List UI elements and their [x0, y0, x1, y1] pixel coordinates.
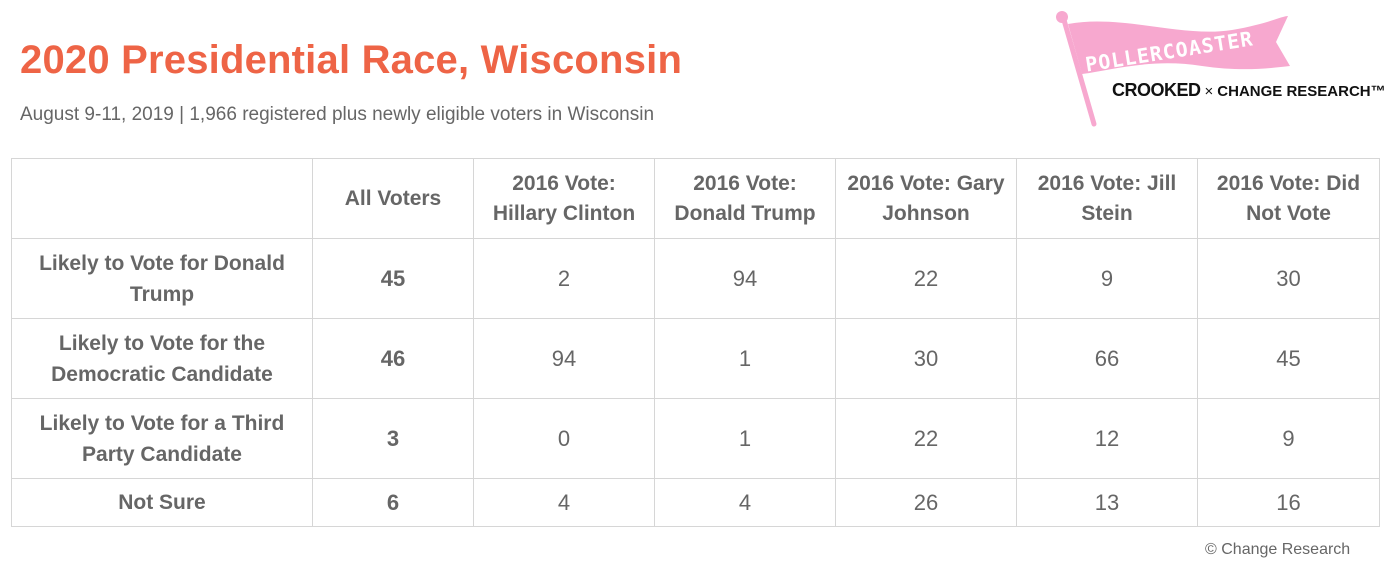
brand-x: ×	[1204, 83, 1214, 100]
row-label: Likely to Vote for a Third Party Candida…	[11, 398, 313, 479]
page-title: 2020 Presidential Race, Wisconsin	[20, 38, 683, 82]
column-header-did-not-vote: 2016 Vote: Did Not Vote	[1197, 158, 1380, 239]
table-row: Likely to Vote for the Democratic Candid…	[11, 318, 1380, 399]
table-cell: 30	[1197, 238, 1380, 319]
flag-pole-top	[1056, 11, 1068, 23]
table-cell: 1	[654, 318, 836, 399]
table-cell: 2	[473, 238, 655, 319]
table-cell: 22	[835, 238, 1017, 319]
brand-change-research: CHANGE RESEARCH™	[1217, 83, 1386, 100]
column-header-donald-trump: 2016 Vote: Donald Trump	[654, 158, 836, 239]
copyright-notice: © Change Research	[1205, 541, 1351, 558]
row-label: Not Sure	[11, 478, 313, 527]
page-subtitle: August 9-11, 2019 | 1,966 registered plu…	[20, 104, 655, 125]
table-cell: 6	[312, 478, 474, 527]
column-header-all-voters: All Voters	[312, 158, 474, 239]
row-label: Likely to Vote for the Democratic Candid…	[11, 318, 313, 399]
table-cell: 30	[835, 318, 1017, 399]
table-cell: 46	[312, 318, 474, 399]
table-cell: 94	[654, 238, 836, 319]
pollercoaster-logo: POLLERCOASTER CROOKED × CHANGE RESEARCH™	[1052, 8, 1386, 130]
table-cell: 0	[473, 398, 655, 479]
table-cell: 9	[1016, 238, 1198, 319]
column-header-hillary-clinton: 2016 Vote: Hillary Clinton	[473, 158, 655, 239]
table-cell: 4	[654, 478, 836, 527]
table-row: Likely to Vote for Donald Trump 45 2 94 …	[11, 238, 1380, 319]
table-cell: 9	[1197, 398, 1380, 479]
flag-banner	[1068, 16, 1290, 74]
table-cell: 22	[835, 398, 1017, 479]
column-header-jill-stein: 2016 Vote: Jill Stein	[1016, 158, 1198, 239]
flag-icon: POLLERCOASTER	[1056, 11, 1290, 127]
table-cell: 94	[473, 318, 655, 399]
table-cell: 13	[1016, 478, 1198, 527]
column-header-gary-johnson: 2016 Vote: Gary Johnson	[835, 158, 1017, 239]
table-row: Likely to Vote for a Third Party Candida…	[11, 398, 1380, 479]
table-cell: 4	[473, 478, 655, 527]
brand-crooked: CROOKED	[1112, 80, 1201, 100]
table-row: Not Sure 6 4 4 26 13 16	[11, 478, 1380, 527]
table-header-row: All Voters 2016 Vote: Hillary Clinton 20…	[11, 158, 1380, 239]
column-header-empty	[11, 158, 313, 239]
table-cell: 3	[312, 398, 474, 479]
logo-brand: CROOKED × CHANGE RESEARCH™	[1112, 80, 1386, 101]
table-cell: 12	[1016, 398, 1198, 479]
flag-pole	[1061, 17, 1097, 127]
table-cell: 16	[1197, 478, 1380, 527]
table-cell: 45	[1197, 318, 1380, 399]
row-label: Likely to Vote for Donald Trump	[11, 238, 313, 319]
table-cell: 1	[654, 398, 836, 479]
table-cell: 26	[835, 478, 1017, 527]
table-cell: 45	[312, 238, 474, 319]
poll-table: All Voters 2016 Vote: Hillary Clinton 20…	[11, 158, 1380, 527]
table-cell: 66	[1016, 318, 1198, 399]
